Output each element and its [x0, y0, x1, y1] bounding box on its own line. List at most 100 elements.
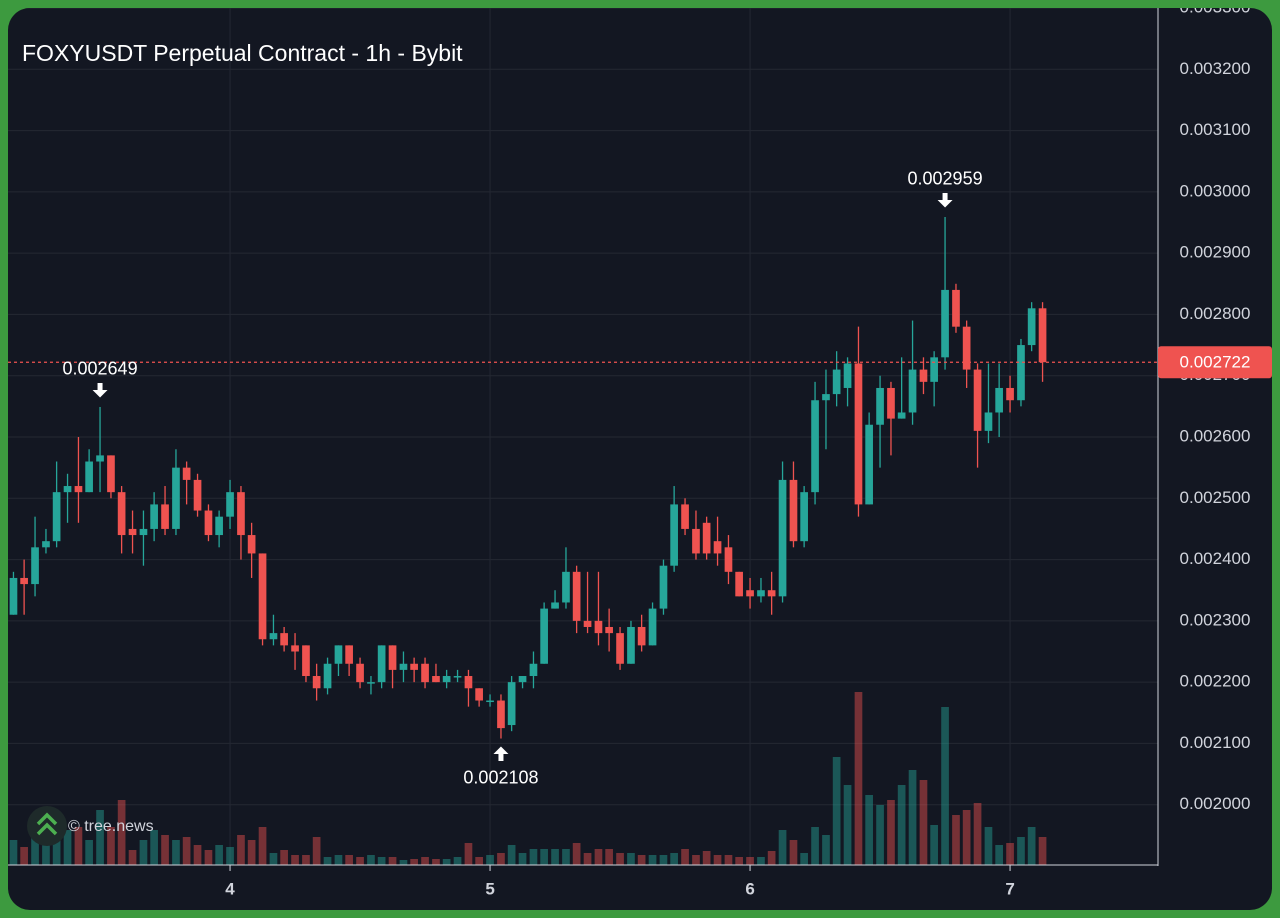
candle-body	[367, 682, 375, 684]
volume-bar	[453, 857, 462, 865]
volume-bar	[627, 853, 635, 865]
volume-bar	[713, 855, 722, 865]
x-tick-label: 4	[225, 879, 235, 898]
volume-bar	[334, 855, 343, 865]
volume-bar	[31, 835, 39, 865]
candle-body	[85, 461, 93, 493]
y-tick-label: 0.003000	[1180, 181, 1251, 200]
volume-bar	[659, 855, 668, 865]
candle-body	[193, 479, 202, 511]
volume-bar	[822, 835, 830, 865]
candle-body	[63, 486, 72, 493]
candle-body	[442, 676, 451, 683]
volume-bar	[161, 835, 169, 865]
y-tick-label: 0.002000	[1180, 794, 1251, 813]
candle-body	[876, 387, 884, 425]
volume-bar	[1027, 827, 1036, 865]
volume-bar	[107, 827, 115, 865]
candle-body	[150, 504, 158, 529]
candle-body	[497, 700, 505, 729]
volume-bar	[150, 830, 158, 865]
candle-body	[475, 688, 483, 701]
candle-body	[453, 676, 462, 678]
candle-body	[767, 590, 776, 597]
volume-bar	[930, 825, 938, 865]
candle-body	[724, 547, 733, 572]
volume-bar	[1006, 843, 1014, 865]
volume-bar	[74, 827, 83, 865]
chart: FOXYUSDT Perpetual Contract - 1h - Bybit…	[8, 8, 1272, 898]
volume-bar	[616, 853, 624, 865]
candle-body	[616, 633, 624, 664]
volume-bar	[854, 692, 863, 865]
candle-body	[20, 577, 28, 585]
candle-body	[312, 676, 321, 689]
volume-bar	[594, 849, 603, 865]
marker-label: 0.002108	[463, 767, 538, 787]
candle-body	[952, 289, 960, 327]
candle-body	[1027, 308, 1036, 346]
candle-body	[692, 528, 700, 554]
volume-bar	[908, 770, 917, 865]
candle-body	[302, 645, 310, 677]
volume-bar	[302, 855, 310, 865]
volume-bar	[995, 845, 1003, 865]
candle-body	[865, 424, 873, 505]
volume-bar	[562, 849, 570, 865]
candle-body	[854, 363, 863, 505]
candle-body	[562, 571, 570, 603]
candle-body	[507, 682, 516, 726]
volume-bar	[800, 853, 808, 865]
volume-bar	[724, 855, 733, 865]
y-tick-label: 0.003200	[1180, 59, 1251, 78]
candle-body	[551, 602, 559, 609]
candle-body	[464, 676, 473, 689]
volume-bar	[583, 853, 592, 865]
volume-bar	[312, 837, 321, 865]
volume-bar	[128, 850, 137, 865]
candle-body	[161, 504, 169, 529]
candle-body	[1017, 345, 1025, 401]
chart-title: FOXYUSDT Perpetual Contract - 1h - Bybit	[22, 40, 463, 66]
candle-body	[9, 577, 18, 615]
volume-bar	[865, 795, 873, 865]
candle-body	[713, 541, 722, 554]
x-tick-label: 5	[485, 879, 494, 898]
marker-arrow	[493, 746, 509, 762]
candle-body	[529, 663, 538, 677]
candle-body	[107, 455, 115, 493]
candle-body	[74, 486, 83, 493]
volume-bar	[377, 857, 386, 865]
y-tick-label: 0.003100	[1180, 120, 1251, 139]
volume-bar	[757, 857, 765, 865]
candle-body	[334, 645, 343, 664]
volume-bar	[887, 800, 895, 865]
candle-body	[323, 663, 332, 689]
candle-body	[637, 626, 646, 646]
volume-bar	[367, 855, 375, 865]
candle-body	[172, 467, 180, 529]
candle-body	[356, 663, 364, 683]
candle-body	[182, 467, 191, 480]
candle-body	[226, 492, 234, 517]
candle-body	[345, 645, 353, 664]
candle-body	[930, 357, 938, 382]
candle-body	[117, 492, 126, 536]
volume-bar	[269, 853, 278, 865]
volume-bar	[789, 840, 798, 865]
candle-body	[486, 700, 494, 703]
y-tick-label: 0.002600	[1180, 426, 1251, 445]
candle-body	[52, 492, 61, 542]
candle-body	[897, 412, 906, 419]
candle-body	[984, 412, 993, 431]
volume-bar	[117, 800, 126, 865]
volume-bar	[215, 845, 223, 865]
volume-bar	[897, 785, 906, 865]
candle-body	[399, 663, 408, 670]
volume-bar	[984, 827, 993, 865]
volume-bar	[96, 810, 104, 865]
volume-bar	[345, 855, 353, 865]
volume-bar	[551, 849, 559, 865]
candle-body	[258, 553, 267, 640]
